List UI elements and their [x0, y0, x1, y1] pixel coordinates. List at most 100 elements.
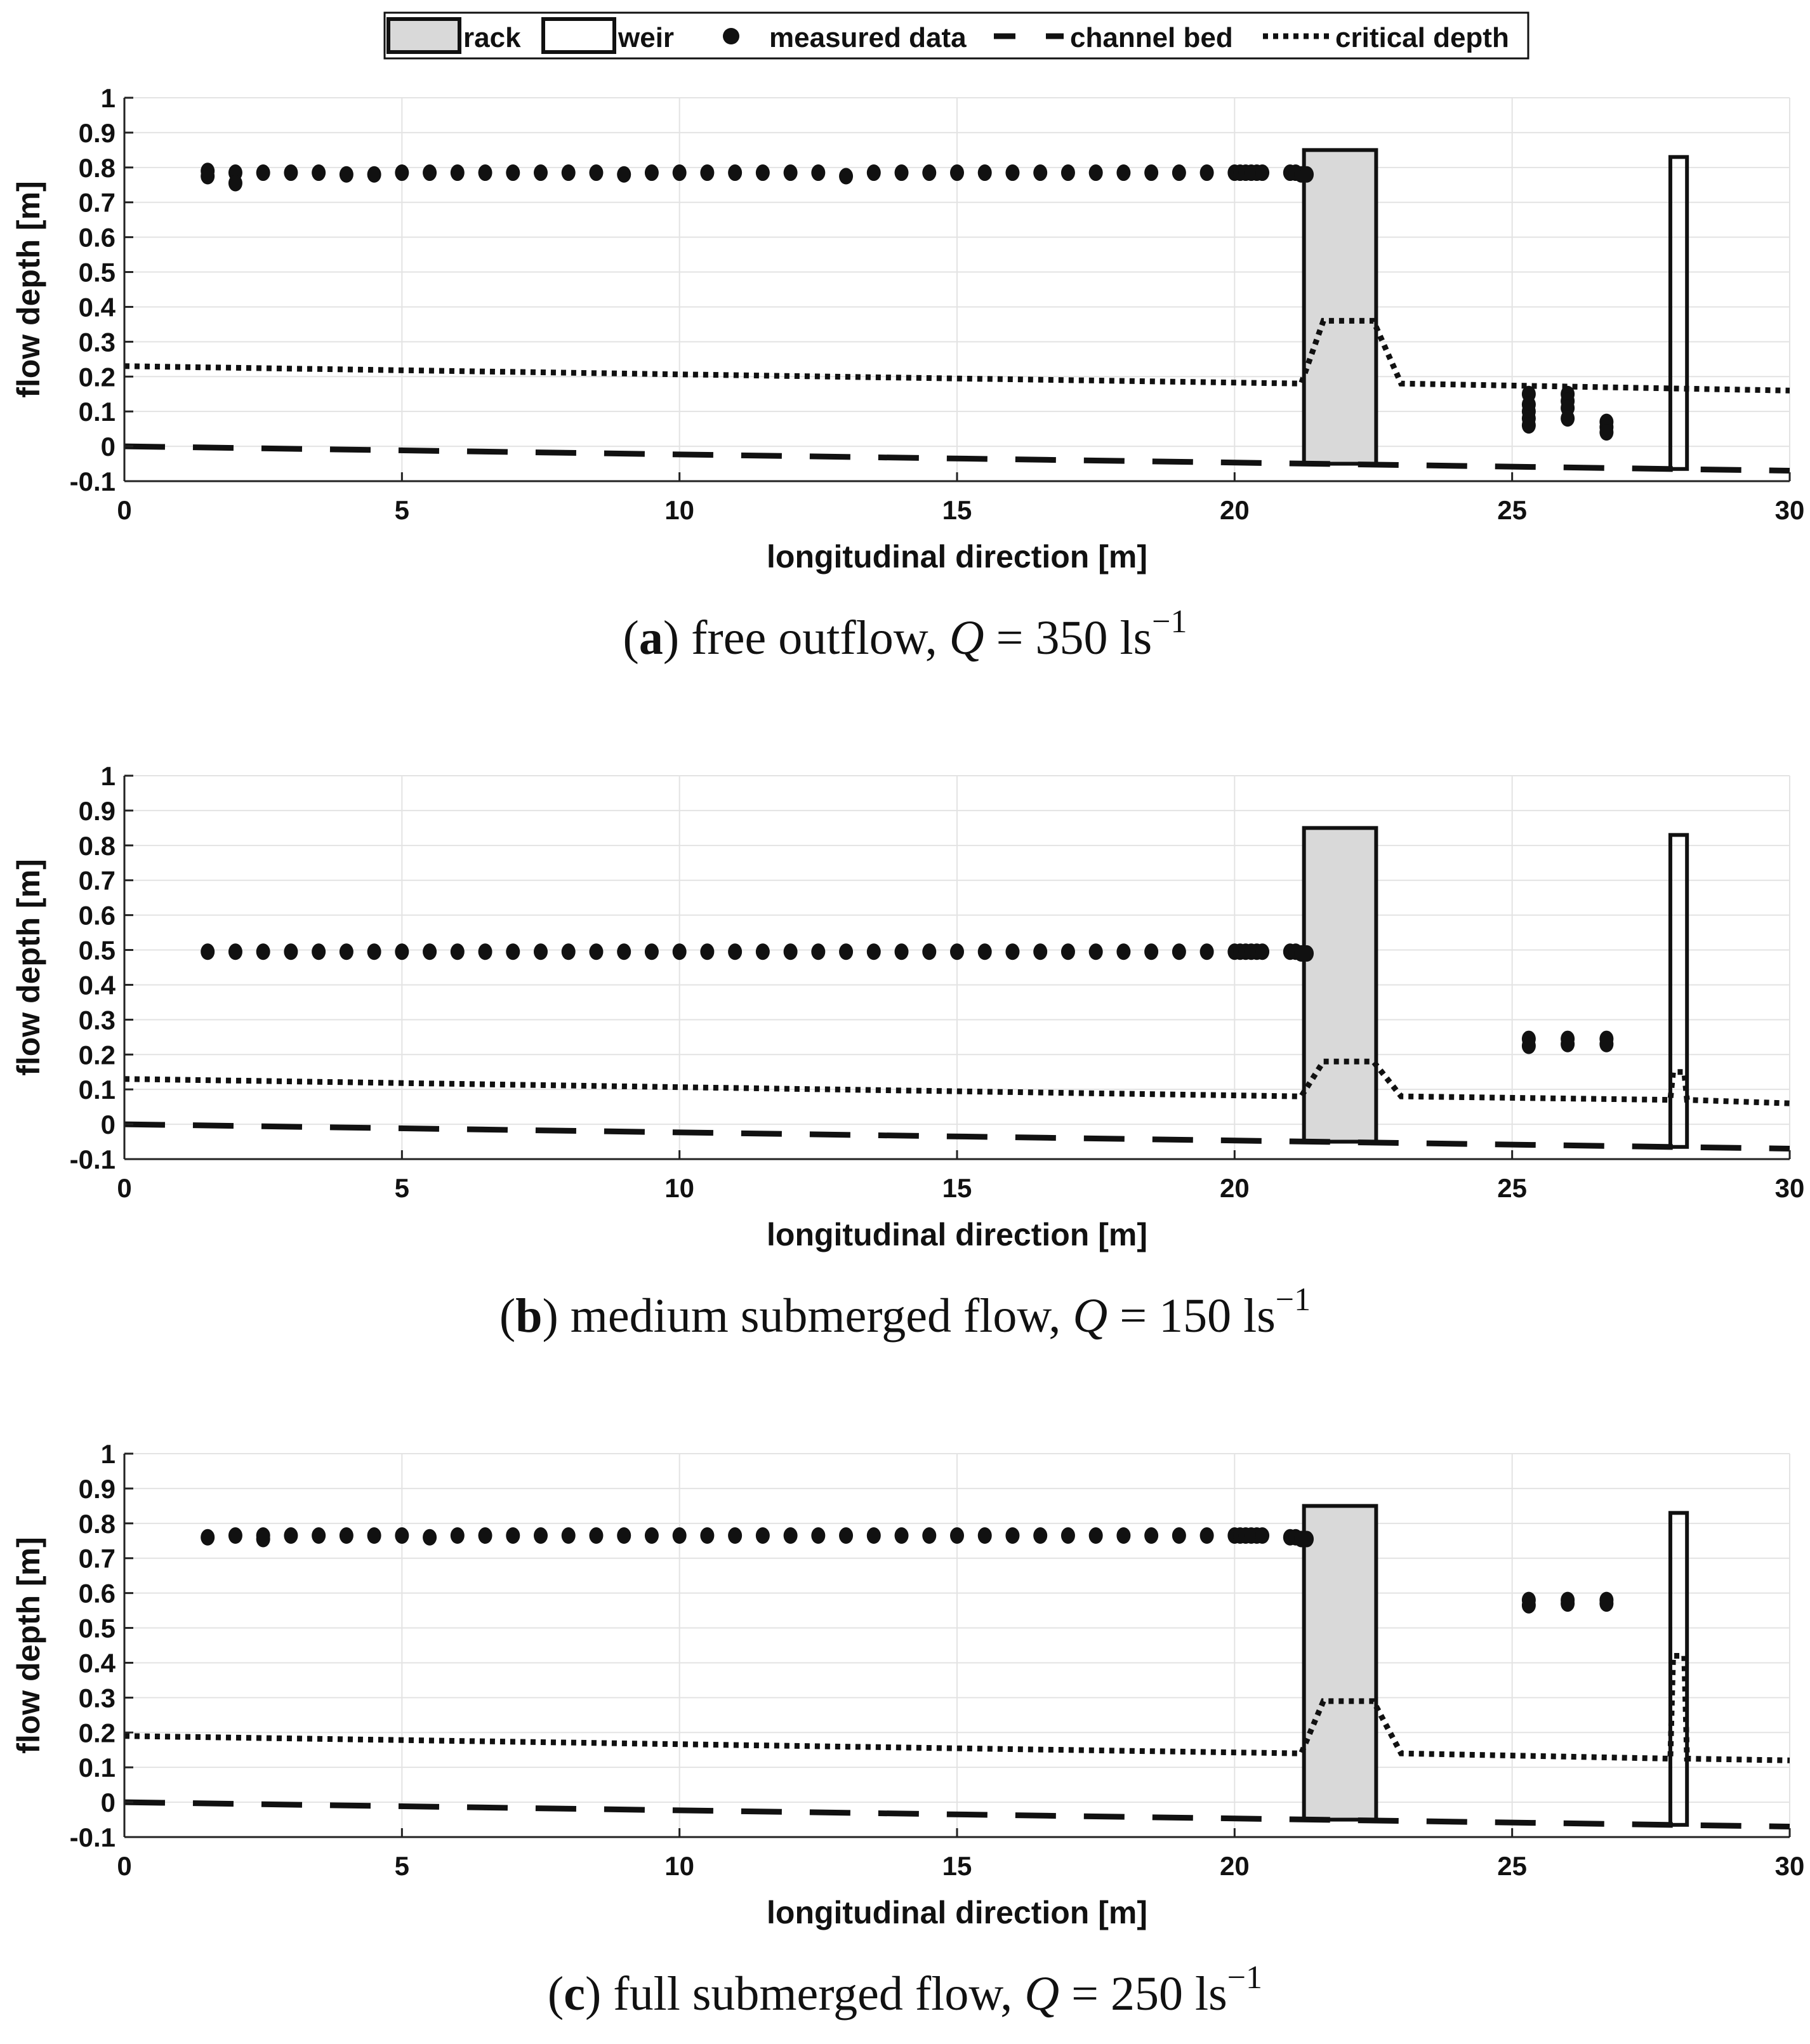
measured-point — [312, 164, 326, 182]
measured-point — [1144, 1527, 1159, 1544]
caption-letter: a — [639, 611, 663, 665]
measured-point — [561, 1527, 576, 1544]
measured-point — [478, 164, 492, 182]
critical-depth-line — [124, 1058, 1790, 1106]
y-axis-label: flow depth [m] — [11, 859, 46, 1076]
measured-point — [228, 175, 242, 192]
measured-point — [423, 1529, 437, 1546]
caption-close: ) free outflow, — [663, 611, 949, 665]
x-tick-label: 25 — [1497, 495, 1527, 525]
x-axis-label: longitudinal direction [m] — [767, 539, 1147, 574]
measured-point — [534, 943, 548, 960]
measured-point — [228, 943, 242, 960]
measured-point — [284, 1527, 298, 1544]
measured-point — [284, 943, 298, 960]
x-tick-label: 5 — [395, 1851, 409, 1881]
measured-point — [866, 943, 881, 960]
measured-point — [1561, 1595, 1575, 1612]
measured-point — [755, 943, 770, 960]
measured-point — [839, 1527, 854, 1544]
measured-point — [1300, 166, 1314, 183]
chart-panel-b: -0.100.10.20.30.40.50.60.70.80.910 5 10 15 2… — [11, 761, 1804, 1343]
measured-point — [950, 1527, 964, 1544]
measured-point — [561, 943, 576, 960]
caption-open: ( — [548, 1967, 564, 2021]
y-tick-label: 0.3 — [79, 327, 116, 357]
measured-point — [672, 164, 687, 182]
legend-label-critical: critical depth — [1335, 22, 1509, 53]
y-tick-label: 0.5 — [79, 1614, 116, 1643]
x-tick-label: 0 — [117, 495, 131, 525]
measured-point — [700, 1527, 715, 1544]
measured-point — [1199, 1527, 1214, 1544]
measured-point — [866, 164, 881, 182]
channel-bed-line — [124, 443, 1790, 474]
caption-q: Q — [1073, 1289, 1107, 1343]
measured-point — [201, 168, 215, 185]
legend-measured-swatch — [723, 28, 739, 44]
measured-point — [728, 943, 743, 960]
measured-point — [1300, 1530, 1314, 1548]
chart-panel-a: -0.100.10.20.30.40.50.60.70.80.910 5 10 15 2… — [11, 83, 1804, 665]
caption-exp: −1 — [1152, 604, 1187, 640]
measured-point — [256, 943, 270, 960]
measured-point — [728, 1527, 743, 1544]
measured-point — [950, 943, 964, 960]
caption-open: ( — [623, 611, 639, 665]
caption-eq: = 350 ls — [984, 611, 1153, 665]
measured-point — [977, 943, 992, 960]
y-tick-label: 0.1 — [79, 1075, 116, 1105]
caption-letter: b — [515, 1289, 542, 1343]
measured-point — [755, 164, 770, 182]
caption-open: ( — [499, 1289, 515, 1343]
chart-panel-c: -0.100.10.20.30.40.50.60.70.80.910 5 10 15 2… — [11, 1439, 1804, 2021]
y-tick-label: 0.6 — [79, 223, 116, 253]
y-tick-label: -0.1 — [70, 1822, 116, 1852]
measured-point — [1521, 1037, 1536, 1054]
y-tick-label: -0.1 — [70, 1145, 116, 1174]
measured-point — [617, 1527, 631, 1544]
measured-point — [423, 943, 437, 960]
y-tick-label: 0.9 — [79, 796, 116, 826]
measured-point — [783, 1527, 798, 1544]
measured-point — [1561, 410, 1575, 427]
measured-point — [1005, 943, 1020, 960]
measured-point — [339, 1527, 353, 1544]
measured-point — [1116, 943, 1131, 960]
y-tick-label: 0.8 — [79, 153, 116, 183]
caption-exp: −1 — [1276, 1282, 1311, 1318]
y-tick-label: 0.6 — [79, 901, 116, 931]
y-tick-label: 0.7 — [79, 866, 116, 896]
measured-point — [589, 164, 604, 182]
x-tick-label: 5 — [395, 495, 409, 525]
y-tick-label: 0.1 — [79, 397, 116, 427]
caption-close: ) medium submerged flow, — [542, 1289, 1073, 1343]
measured-point — [1005, 164, 1020, 182]
measured-point — [1116, 164, 1131, 182]
critical-depth-line — [124, 1652, 1790, 1763]
measured-point — [728, 164, 743, 182]
measured-point — [339, 943, 353, 960]
measured-point — [1005, 1527, 1020, 1544]
x-tick-label: 15 — [942, 1851, 972, 1881]
panel-caption: (c) full submerged flow, Q = 250 ls−1 — [548, 1960, 1262, 2021]
measured-point — [922, 164, 937, 182]
x-tick-label: 20 — [1220, 1173, 1250, 1203]
measured-point — [1199, 164, 1214, 182]
measured-point — [950, 164, 964, 182]
measured-point — [672, 943, 687, 960]
measured-point — [894, 1527, 909, 1544]
measured-point — [922, 943, 937, 960]
x-tick-label: 10 — [664, 1851, 694, 1881]
measured-point — [644, 943, 659, 960]
y-tick-label: 0.8 — [79, 831, 116, 861]
measured-point — [1172, 1527, 1186, 1544]
y-tick-label: 1 — [101, 1439, 116, 1469]
measured-point — [1033, 1527, 1048, 1544]
measured-point — [450, 164, 465, 182]
measured-point — [478, 943, 492, 960]
measured-point — [1561, 1035, 1575, 1052]
measured-point — [201, 943, 215, 960]
panel-caption: (a) free outflow, Q = 350 ls−1 — [623, 604, 1187, 665]
